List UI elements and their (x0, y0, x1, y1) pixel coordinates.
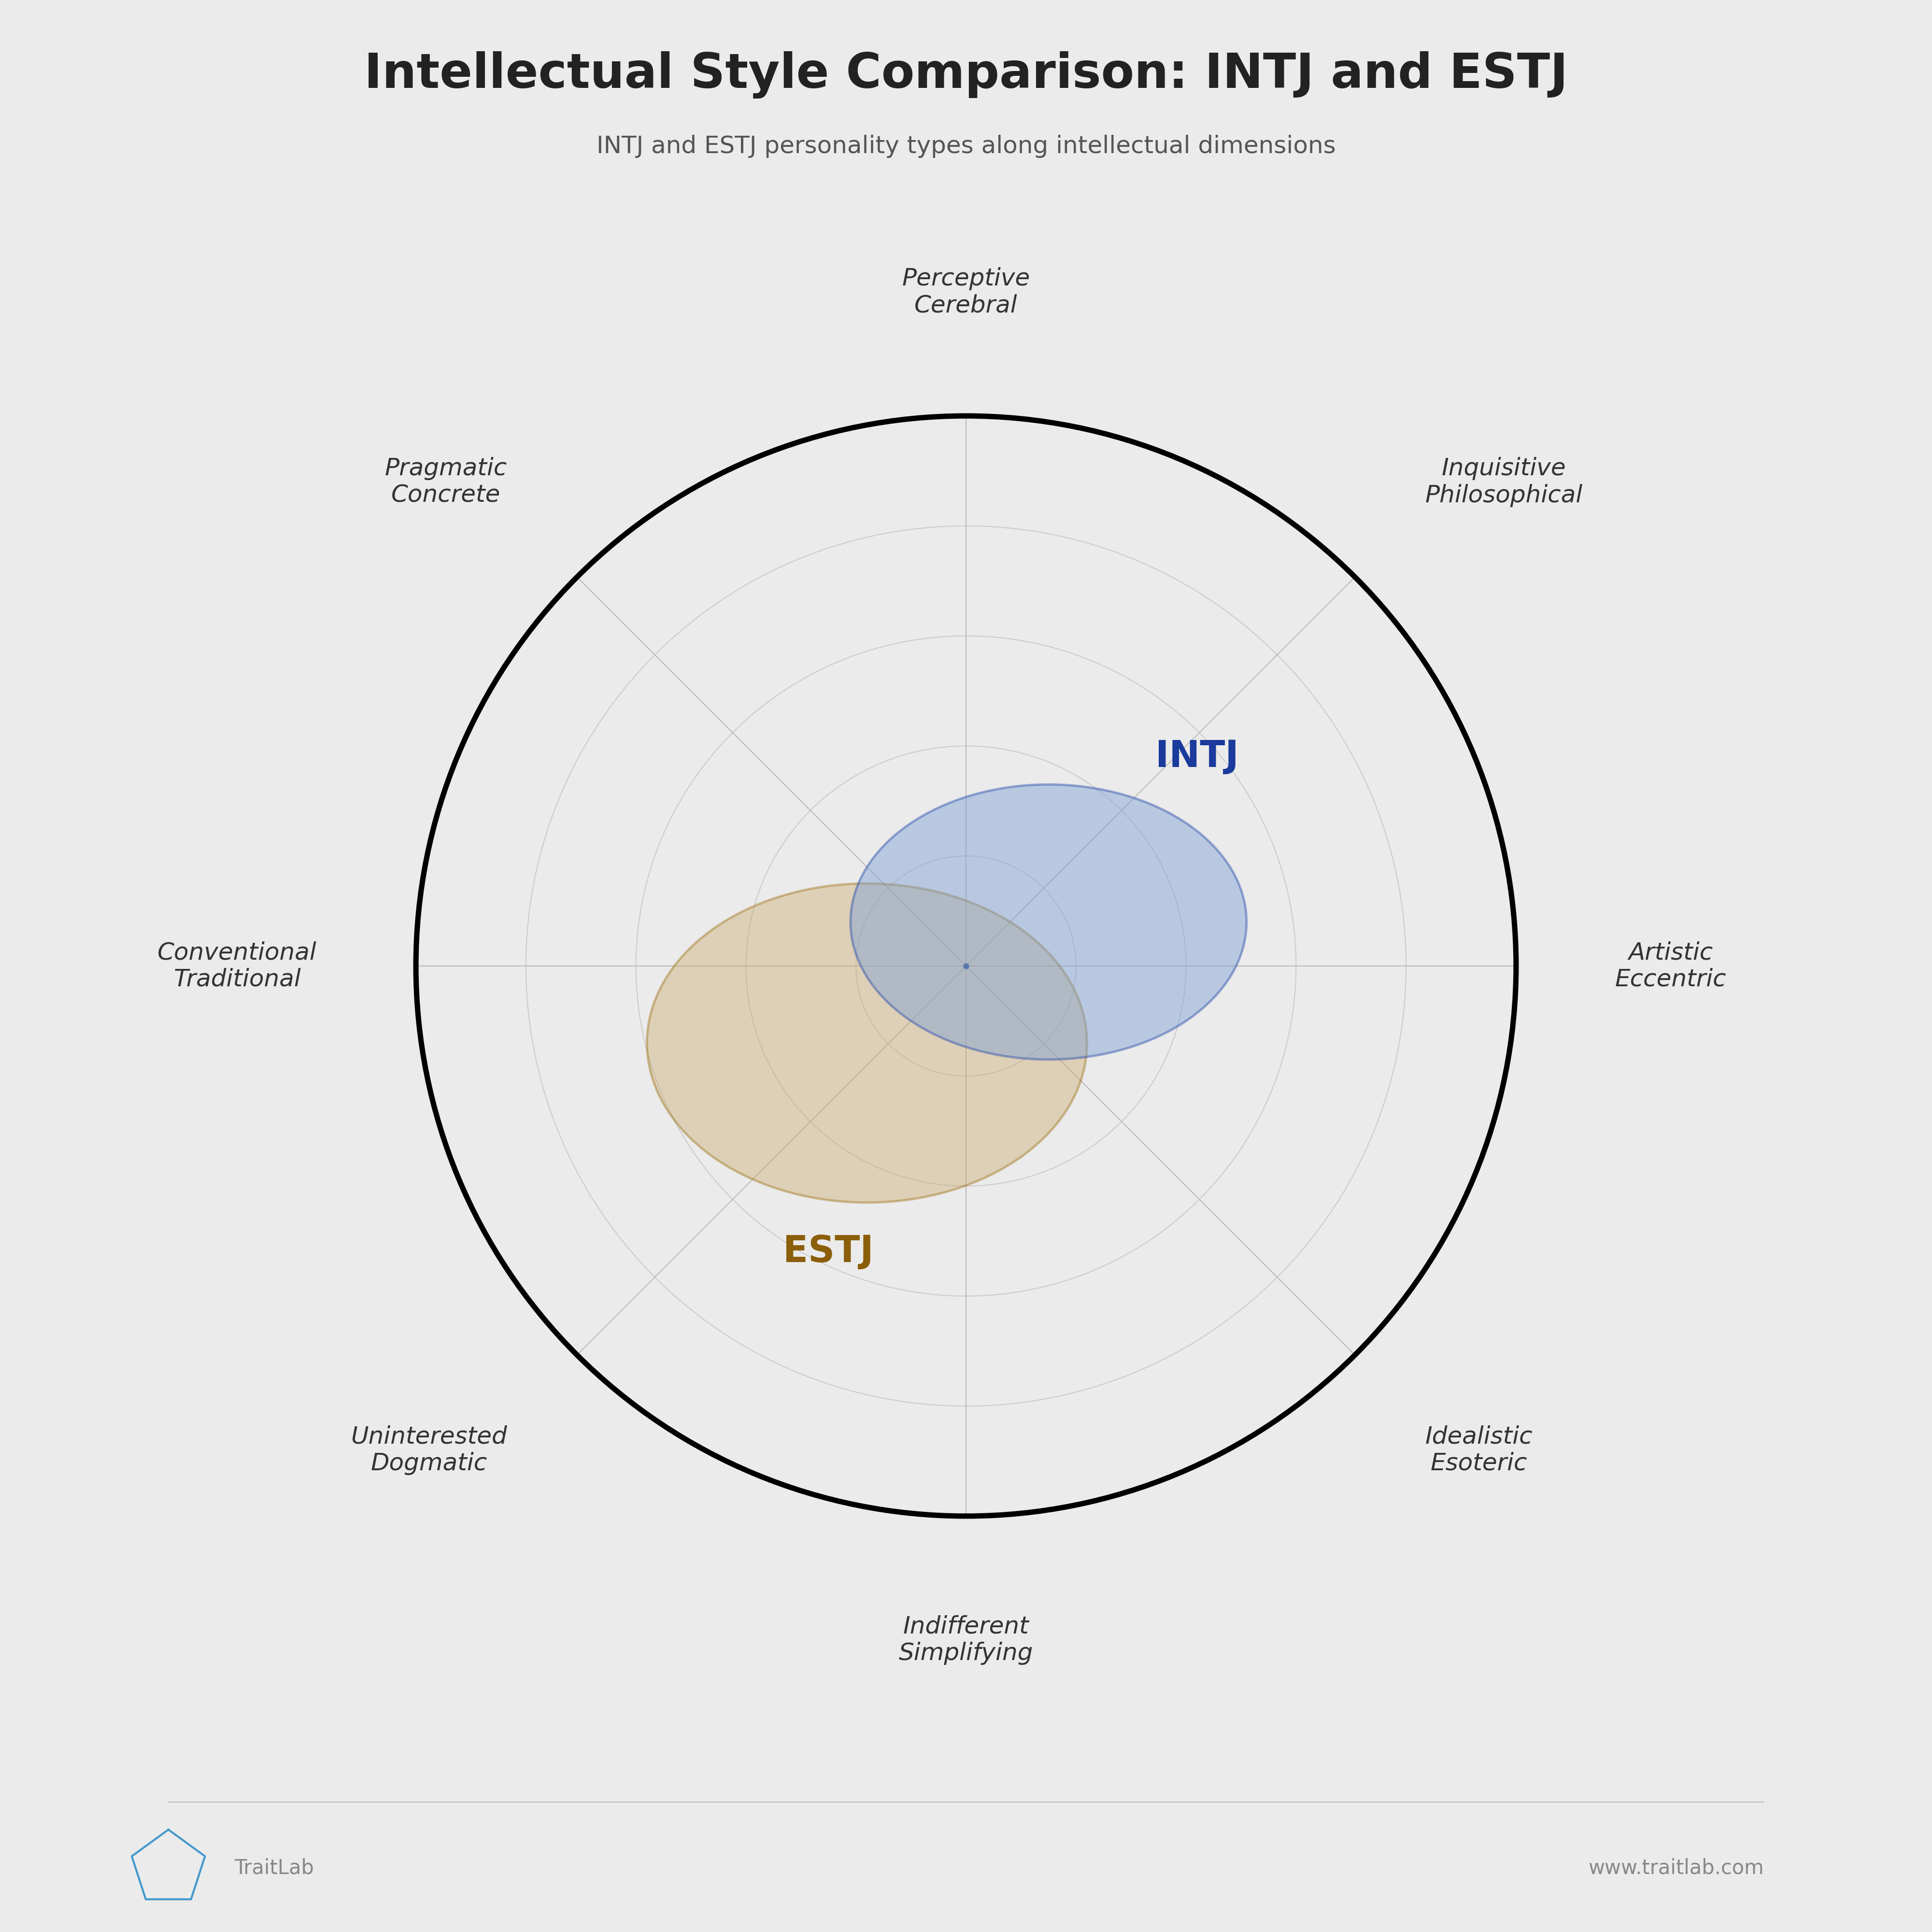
Point (951, 951, 981, 981)
Text: INTJ and ESTJ personality types along intellectual dimensions: INTJ and ESTJ personality types along in… (597, 135, 1335, 158)
Text: INTJ: INTJ (1155, 740, 1238, 775)
Text: TraitLab: TraitLab (234, 1859, 315, 1878)
Text: Indifferent
Simplifying: Indifferent Simplifying (898, 1615, 1034, 1665)
Text: www.traitlab.com: www.traitlab.com (1588, 1859, 1764, 1878)
Ellipse shape (647, 883, 1088, 1202)
Ellipse shape (850, 784, 1246, 1059)
Text: Pragmatic
Concrete: Pragmatic Concrete (384, 458, 506, 506)
Text: Artistic
Eccentric: Artistic Eccentric (1615, 941, 1727, 991)
Text: Perceptive
Cerebral: Perceptive Cerebral (902, 267, 1030, 317)
Text: Uninterested
Dogmatic: Uninterested Dogmatic (350, 1426, 506, 1474)
Text: Idealistic
Esoteric: Idealistic Esoteric (1426, 1426, 1532, 1474)
Text: Inquisitive
Philosophical: Inquisitive Philosophical (1426, 458, 1582, 506)
Text: Intellectual Style Comparison: INTJ and ESTJ: Intellectual Style Comparison: INTJ and … (363, 52, 1569, 99)
Text: Conventional
Traditional: Conventional Traditional (158, 941, 317, 991)
Text: ESTJ: ESTJ (782, 1235, 873, 1269)
